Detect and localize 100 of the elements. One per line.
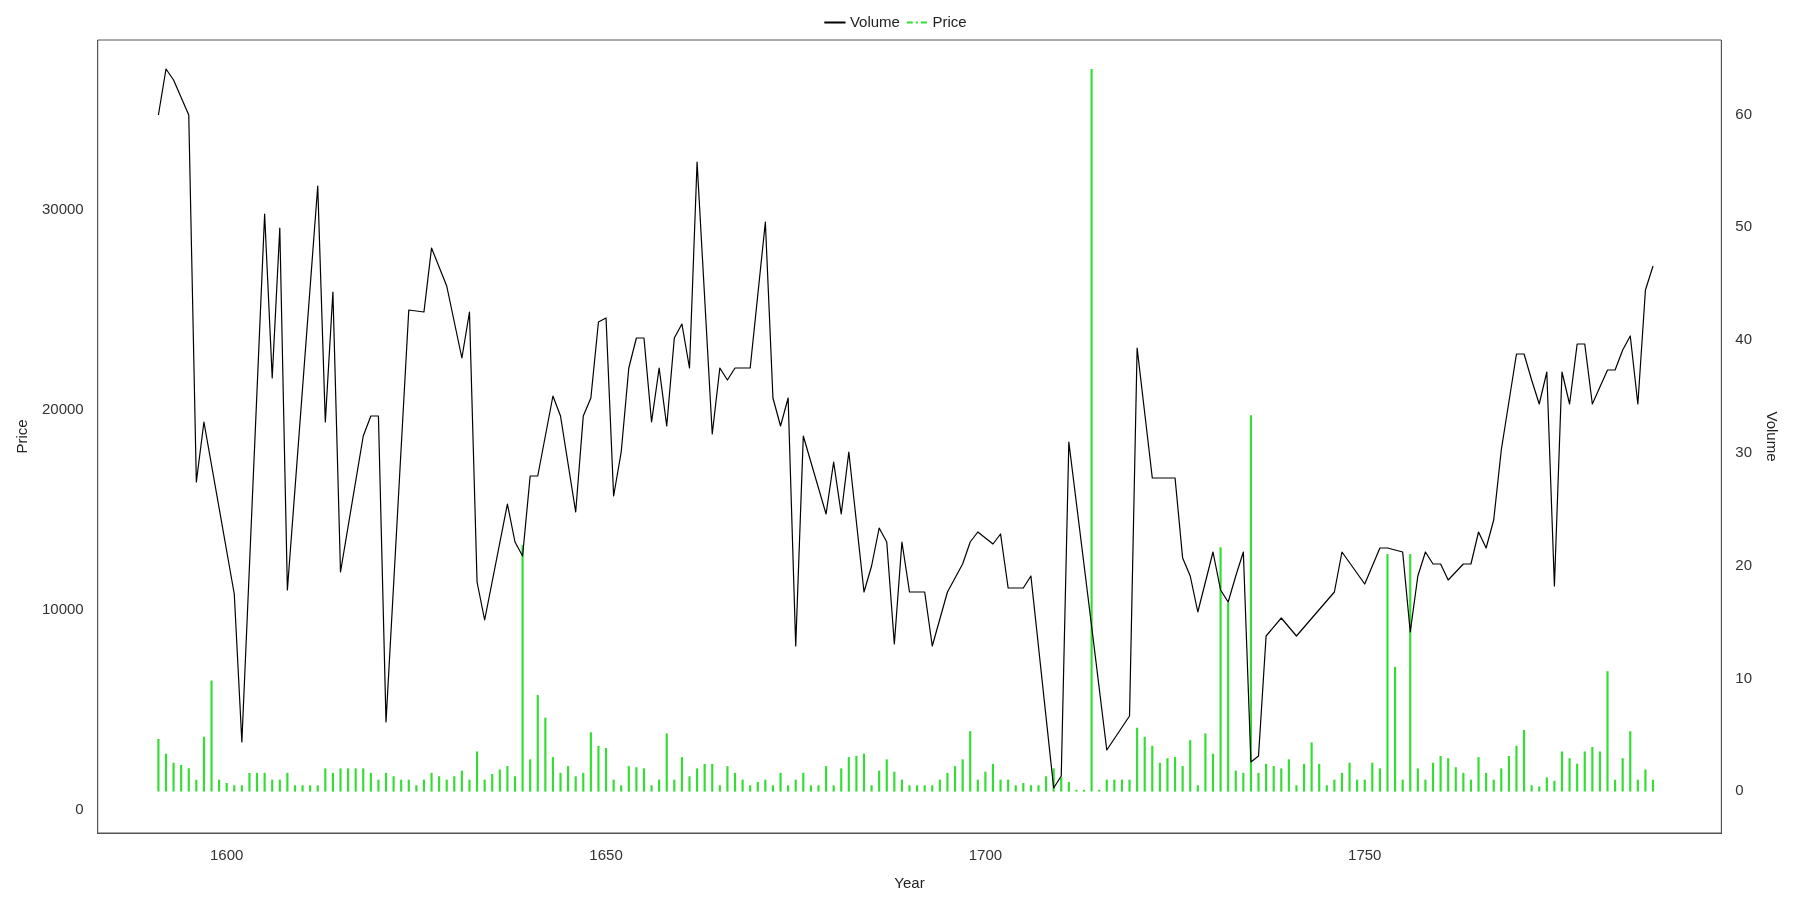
bar <box>612 779 615 792</box>
bar <box>878 770 881 792</box>
bar <box>202 736 206 792</box>
bar <box>422 779 426 792</box>
bar <box>969 731 972 792</box>
bar <box>604 748 608 792</box>
x-tick-label: 1700 <box>968 846 1003 864</box>
bar <box>961 759 964 792</box>
bar <box>240 785 243 792</box>
bar <box>392 776 395 792</box>
bar <box>1265 763 1268 792</box>
bar <box>756 781 759 792</box>
bar <box>354 768 357 792</box>
y2-tick-label: 10 <box>1735 668 1752 686</box>
bar <box>794 779 797 792</box>
bar <box>430 772 433 792</box>
bar <box>1416 768 1419 792</box>
bar <box>544 717 547 792</box>
y2-axis-title: Volume <box>1763 411 1781 462</box>
bar <box>1340 772 1344 792</box>
bar <box>696 768 699 792</box>
bar <box>824 766 828 792</box>
bar <box>1583 751 1586 792</box>
y-axis-title: Price <box>13 419 31 454</box>
bar <box>1356 779 1359 792</box>
x-tick-label: 1750 <box>1348 846 1382 864</box>
bar <box>1333 779 1336 792</box>
bar <box>673 779 676 792</box>
bar <box>900 779 904 792</box>
bar <box>1462 772 1465 792</box>
bar <box>384 772 388 792</box>
bar <box>1394 666 1397 792</box>
bar <box>1318 763 1321 792</box>
bar <box>1614 779 1617 792</box>
bar <box>339 768 342 792</box>
bar <box>460 770 463 792</box>
bar <box>453 776 456 792</box>
x-tick-label: 1600 <box>210 846 244 864</box>
bar <box>1128 779 1131 792</box>
bar <box>1386 554 1389 792</box>
bar <box>1553 780 1556 792</box>
bar <box>293 785 297 792</box>
bar <box>301 785 304 792</box>
bar <box>688 776 691 792</box>
bar <box>1196 785 1199 792</box>
bar <box>650 785 653 792</box>
bar <box>1045 776 1048 792</box>
bar <box>157 739 160 792</box>
bar <box>658 779 661 792</box>
bar <box>938 779 941 792</box>
bar <box>1606 671 1609 792</box>
bar <box>172 762 175 792</box>
bar <box>779 772 782 792</box>
bar <box>916 785 919 792</box>
bar <box>377 779 380 792</box>
bar <box>1371 762 1374 792</box>
bar <box>642 768 646 792</box>
bar <box>347 768 350 792</box>
bar <box>847 757 850 792</box>
bar <box>976 779 979 792</box>
bar <box>1629 731 1632 792</box>
bar <box>991 763 995 792</box>
bar <box>1325 785 1328 792</box>
bar <box>210 680 213 792</box>
bar <box>475 751 479 792</box>
bar <box>1295 785 1298 792</box>
bar <box>164 753 168 792</box>
bar <box>506 766 509 792</box>
bar <box>255 772 259 792</box>
bar <box>1227 602 1230 792</box>
bar <box>1522 730 1526 792</box>
bar <box>1651 779 1655 792</box>
y2-tick-label: 60 <box>1735 104 1752 122</box>
bar <box>195 779 198 792</box>
bar <box>711 763 714 792</box>
bar <box>1166 758 1169 792</box>
bar <box>362 768 365 792</box>
bar <box>1439 755 1442 792</box>
bar <box>1500 768 1503 792</box>
bar <box>1485 772 1488 792</box>
bar <box>733 772 737 792</box>
bar <box>809 785 812 792</box>
bar <box>1644 769 1647 792</box>
bar <box>1029 785 1032 792</box>
bar <box>1454 767 1457 792</box>
bar <box>908 785 911 792</box>
bar <box>1507 755 1510 792</box>
bar <box>885 759 888 792</box>
bar <box>248 772 251 792</box>
bar <box>400 779 403 792</box>
bar <box>1211 753 1215 792</box>
bar <box>953 766 957 792</box>
bar <box>1598 751 1601 792</box>
bar <box>749 785 752 792</box>
bar <box>1151 745 1154 792</box>
bar <box>1272 766 1275 792</box>
bar <box>1378 768 1381 792</box>
bar <box>802 772 805 792</box>
bar <box>1560 751 1564 792</box>
bar <box>180 764 183 792</box>
